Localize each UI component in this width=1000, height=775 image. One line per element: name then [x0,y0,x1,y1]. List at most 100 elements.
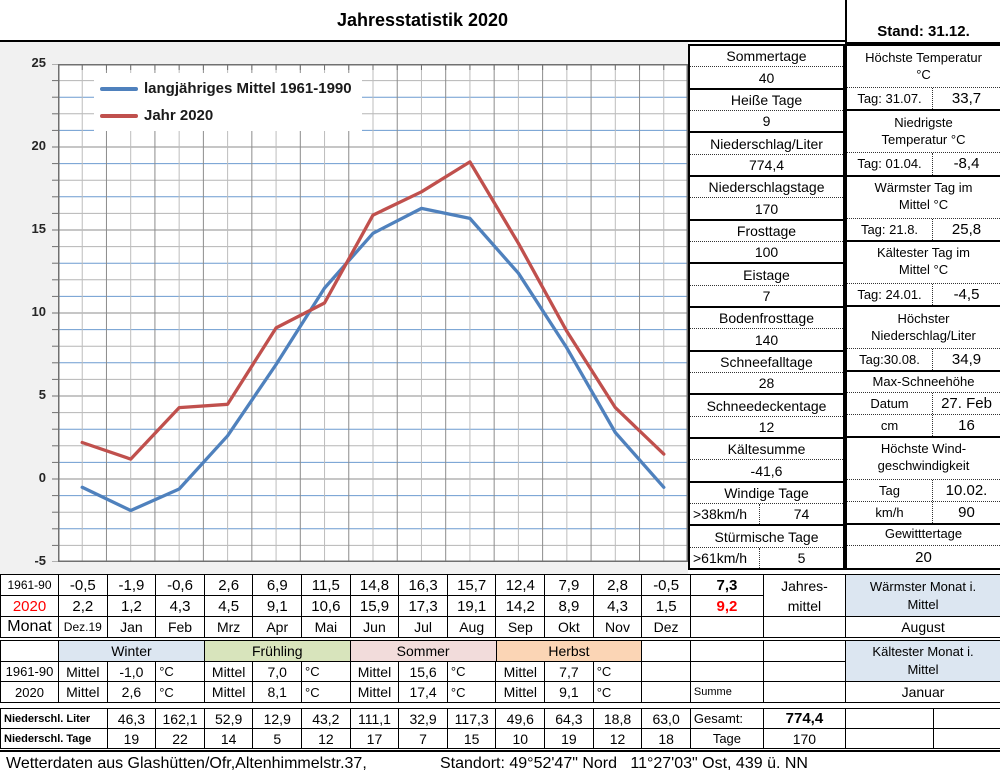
stat-value-row: Tag:30.08. 34,9 [847,349,1000,371]
month-name-cell: Okt [545,617,594,638]
stat-value: 27. Feb [941,395,992,413]
precip-liter-row: Niederschl. Liter 46,3 162,1 52,9 12,9 43,2 11… [1,709,846,729]
stat-section: Schneefalltage 28 [690,352,843,396]
coldest-month-header: Kältester Monat i. Mittel [846,641,1000,682]
stat-sublabel: Datum [847,393,933,415]
page-title: Jahresstatistik 2020 [0,0,845,42]
precip-strip-row [846,729,1000,749]
precip-liter-cell: 111,1 [350,709,400,729]
stat-label: Heiße Tage [690,90,843,112]
table-cell [642,641,691,662]
stat-value-row: Tag: 31.07. 33,7 [847,88,1000,110]
stand-date-cell: Stand: 31.12. [845,0,1000,44]
stat-value-row: Tag: 01.04. -8,4 [847,153,1000,175]
stat-label: Sommertage [690,46,843,68]
stat-section: Windige Tage >38km/h 74 [690,483,843,527]
annual-mean-2020: 9,2 [690,596,764,617]
stat-title: Gewitttertage [847,525,1000,547]
stat-section: Kältesumme -41,6 [690,439,843,483]
temp-1961-cell: -0,5 [642,575,691,596]
temp-1961-cell: 12,4 [496,575,546,596]
stat-value: 10.02. [945,482,988,500]
season-mean-1961: 7,7 [545,662,594,682]
month-name-cell: Dez.19 [59,617,108,638]
season-1961-row: 1961-90 Mittel -1,0 °C Mittel 7,0 °C Mittel 15,6… [1,662,846,682]
stat-sublabel: km/h [847,502,933,523]
unit-cell: °C [593,662,643,682]
precip-liter-cell: 43,2 [302,709,351,729]
season-header: Herbst [496,641,643,662]
stat-value: 16 [958,416,975,434]
summe-label: Summe [690,682,764,703]
stat-value: 140 [754,331,779,348]
stat-label: Frosttage [690,221,843,243]
tage-total-label: Tage [690,729,764,749]
month-name-cell: Sep [496,617,546,638]
row-2020: 2020 2,2 1,2 4,3 4,5 9,1 10,6 15,9 17,3 19,1 14,2 8… [1,596,846,617]
chart-legend: langjähriges Mittel 1961-1990 Jahr 2020 [94,73,362,131]
month-name-cell: Nov [593,617,643,638]
precip-liter-cell: 32,9 [399,709,448,729]
row-label-2020: 2020 [1,682,59,703]
stat-sublabel: Tag:30.08. [847,349,933,371]
temp-2020-cell: 15,9 [350,596,400,617]
mittel-label: Mittel [350,662,400,682]
footer-location-text: Standort: 49°52'47" Nord 11°27'03" Ost, … [440,755,808,772]
annual-label: Jahres- [764,575,846,596]
stat-value: 12 [758,418,775,435]
stat-sublabel: Tag: 24.01. [847,283,933,305]
stat-sublabel: cm [847,415,933,436]
mittel-label: Mittel [350,682,400,703]
stat-label: Bodenfrosttage [690,308,843,330]
stat-value: -4,5 [953,285,980,303]
precip-liter-cell: 46,3 [107,709,157,729]
stat-section: Frosttage 100 [690,221,843,265]
coldest-month-strip: Kältester Monat i. Mittel Januar [845,640,1000,703]
legend-label: langjähriges Mittel 1961-1990 [144,80,352,97]
row-label-monat: Monat [1,617,59,638]
temp-2020-cell: 4,3 [593,596,643,617]
precip-tage-cell: 19 [545,729,594,749]
stat-section: Wärmster Tag im Mittel °C Tag: 21.8. 25,8 [847,177,1000,242]
unit-cell: °C [447,682,497,703]
warmest-value-row: August [846,617,1000,638]
mittel-label: Mittel [496,662,546,682]
stat-label: Niederschlag/Liter [690,133,843,155]
y-axis-label: 0 [38,469,46,485]
month-name-cell: Jan [107,617,157,638]
row-monat: Monat Dez.19 Jan Feb Mrz Apr Mai Jun Jul Aug Sep Ok… [1,617,846,638]
footer: Wetterdaten aus Glashütten/Ofr,Altenhimm… [0,750,1000,775]
precip-tage-cell: 10 [496,729,546,749]
stats-panel-left: Sommertage 40 Heiße Tage 9 Niederschlag/Lite… [688,44,845,570]
precip-tage-cell: 14 [204,729,254,749]
stat-value-row: >61km/h 5 [690,547,843,569]
table-cell [642,662,691,682]
tage-total-value: 170 [763,729,846,749]
table-cell [934,729,1000,749]
precip-strip-row [846,709,1000,729]
temp-1961-cell: 6,9 [253,575,303,596]
stat-label: Eistage [690,264,843,286]
table-cell [846,709,934,729]
precip-tage-cell: 15 [447,729,497,749]
stat-value-row: Tag 10.02. [847,480,1000,502]
stat-value: 774,4 [748,156,785,173]
mittel-label: Mittel [204,682,254,703]
stat-section: Niedrigste Temperatur °C Tag: 01.04. -8,4 [847,111,1000,177]
stat-value: 28 [758,375,775,392]
monthly-temperature-table: 1961-90 -0,5 -1,9 -0,6 2,6 6,9 11,5 14,8 16,3 15,… [0,574,846,638]
temp-2020-cell: 17,3 [399,596,448,617]
stat-section: Höchste Wind- geschwindigkeit Tag 10.02. km… [847,438,1000,525]
precip-tage-cell: 18 [642,729,691,749]
stat-value: 7 [762,287,771,304]
season-header: Winter [59,641,205,662]
y-axis-label: 5 [38,386,46,402]
stat-sublabel: >61km/h [690,547,760,569]
stat-section: Stürmische Tage >61km/h 5 [690,526,843,569]
stat-sublabel: Tag: 31.07. [847,88,933,110]
season-mean-1961: 15,6 [399,662,448,682]
stat-title: Höchste Temperatur °C [847,46,1000,89]
page-title-text: Jahresstatistik 2020 [336,9,509,30]
stat-section: Sommertage 40 [690,46,843,90]
mittel-label: Mittel [204,662,254,682]
